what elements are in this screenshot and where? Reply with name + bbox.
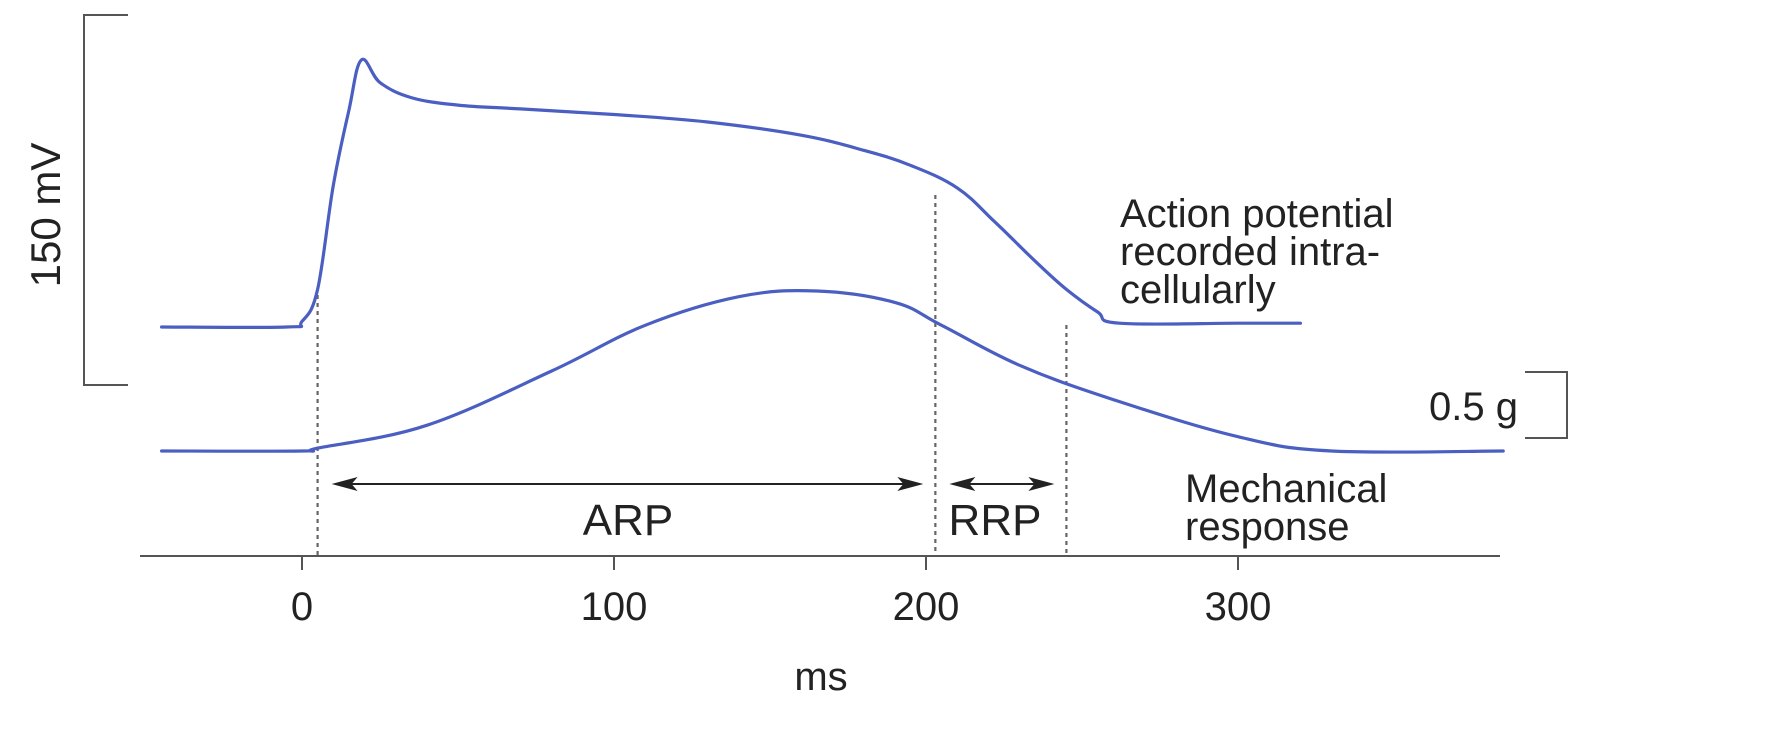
arp-label: ARP	[583, 496, 673, 545]
rrp-arrow-head-left	[949, 477, 976, 491]
arp-arrow-head-right	[897, 477, 924, 491]
arp-arrow-head-left	[331, 477, 358, 491]
x-tick-label-200: 200	[893, 585, 960, 629]
mechanical-response-trace	[160, 289, 1505, 454]
interval-arrows	[331, 477, 1055, 491]
voltage-scale-bar	[83, 14, 128, 386]
x-axis: 0 100 200 300	[140, 555, 1500, 629]
action-potential-trace	[160, 57, 1302, 330]
scale-bars	[83, 14, 1568, 439]
rrp-label: RRP	[949, 496, 1042, 545]
x-tick-label-0: 0	[291, 585, 313, 629]
traces	[160, 57, 1505, 454]
force-scale-label: 0.5 g	[1429, 385, 1518, 429]
force-scale-bar	[1525, 371, 1568, 439]
action-potential-label-line-3: cellularly	[1120, 268, 1276, 312]
mechanical-response-label-line-1: Mechanical	[1185, 467, 1387, 511]
reference-lines	[316, 195, 1068, 556]
x-tick-label-100: 100	[581, 585, 648, 629]
action-potential-label-line-2: recorded intra-	[1120, 230, 1380, 274]
action-potential-label-line-1: Action potential	[1120, 192, 1394, 236]
mechanical-response-label-line-2: response	[1185, 505, 1350, 549]
voltage-scale-label: 150 mV	[22, 143, 69, 288]
x-axis-label: ms	[794, 655, 847, 699]
rrp-arrow-head-right	[1028, 477, 1055, 491]
x-tick-label-300: 300	[1205, 585, 1272, 629]
